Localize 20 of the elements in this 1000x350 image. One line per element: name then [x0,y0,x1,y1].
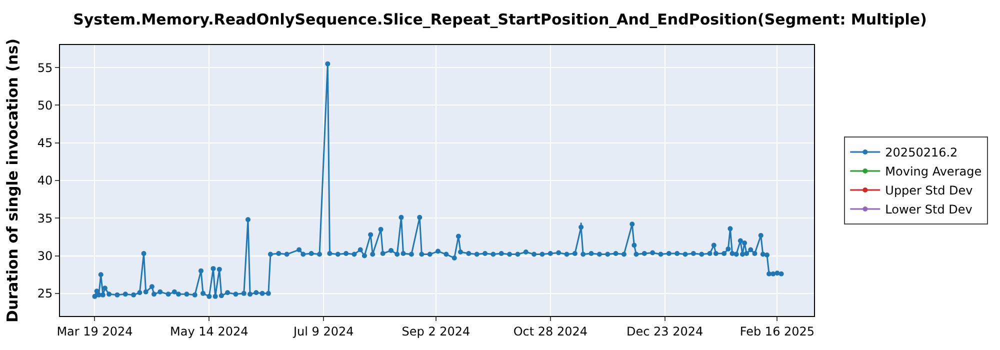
x-tick-label: Feb 16 2025 [740,324,815,338]
y-axis-title: Duration of single invocation (ns) [4,38,22,322]
chart-title: System.Memory.ReadOnlySequence.Slice_Repeat_StartPosition_And_EndPosition(Segment: Multiple) [73,10,927,28]
y-tick-label: 30 [37,248,53,263]
y-tick-label: 25 [37,286,53,301]
y-tick-label: 35 [37,211,53,226]
y-tick-label: 50 [37,98,53,112]
x-tick-label: Oct 28 2024 [513,324,588,338]
x-tick-label: Mar 19 2024 [56,324,133,338]
legend-label: 20250216.2 [885,146,958,160]
legend-label: Upper Std Dev [885,184,973,198]
x-tick-label: Jul 9 2024 [292,324,354,338]
y-tick-label: 45 [37,136,53,150]
legend-label: Lower Std Dev [885,202,972,217]
x-tick-label: Sep 2 2024 [402,324,470,338]
x-tick-label: May 14 2024 [170,324,248,338]
legend-label: Moving Average [885,164,982,179]
x-tick-label: Dec 23 2024 [626,324,704,338]
y-tick-label: 55 [37,60,53,75]
y-tick-label: 40 [37,174,53,188]
